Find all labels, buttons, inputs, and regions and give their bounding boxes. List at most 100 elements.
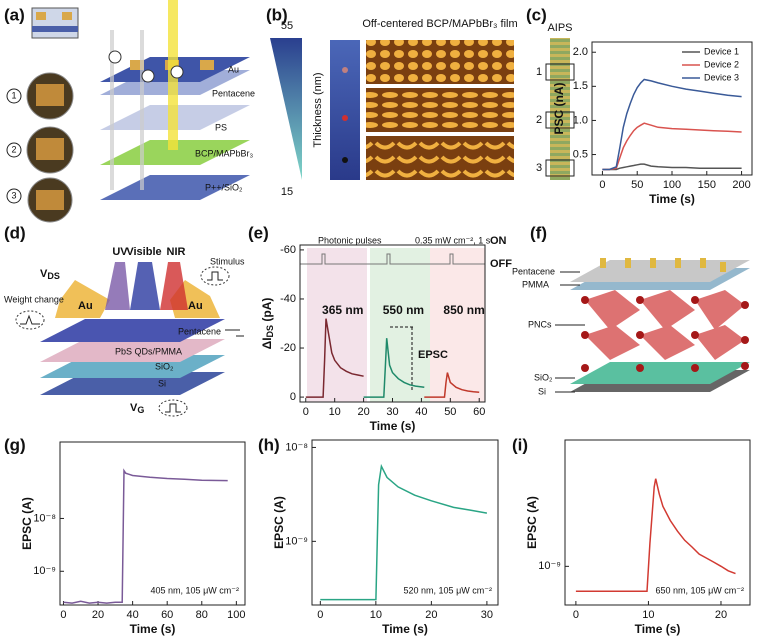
annotation: 405 nm, 105 μW cm⁻² [151,585,239,595]
strip-title: AIPS [547,22,572,34]
x-axis-label: Time (s) [649,192,695,206]
marker: 2 [11,144,16,154]
film-images-b [270,38,514,180]
x-tick-label: 100 [663,179,681,191]
annotation: ON [490,235,507,247]
plot-frame [59,441,246,606]
panel-label: (b) [266,5,288,24]
y-tick-label: 10⁻⁹ [33,565,56,577]
vg-sub: G [137,405,144,415]
x-tick-label: 0 [60,609,66,621]
data-line [424,372,480,398]
series-label: 850 nm [443,303,484,317]
y-tick-label: 10⁻⁹ [538,560,561,572]
legend-label: Device 1 [704,46,739,56]
annotation: Photonic pulses [318,235,382,245]
series-label: 550 nm [383,303,424,317]
vds-sub: DS [47,271,60,281]
panel-label: (e) [248,223,269,242]
layer-label: Au [228,64,239,74]
layer-label: Pentacene [512,266,555,276]
x-tick-label: 10 [329,406,341,418]
vg-main: V [130,402,138,414]
device-schematic-d [15,262,244,417]
annotation: 0.35 mW cm⁻², 1 s [415,235,491,245]
x-tick-label: 0 [599,179,605,191]
panel-label: (c) [526,5,547,24]
panel-label: (d) [4,223,26,242]
panel-title: Off-centered BCP/MAPbBr₃ film [362,18,517,30]
y-tick-label: 10⁻⁸ [285,441,308,453]
x-tick-label: 40 [126,609,138,621]
annotation: 650 nm, 105 μW cm⁻² [656,585,744,595]
x-tick-label: 50 [444,406,456,418]
x-tick-label: 0 [317,609,323,621]
x-tick-label: 20 [715,609,727,621]
stimulus-label: Stimulus [210,256,245,266]
legend-label: Device 3 [704,72,739,82]
layer-label: SiO₂ [534,372,553,382]
data-line [320,463,488,601]
light-label: Visible [126,246,161,258]
x-tick-label: 0 [303,406,309,418]
x-tick-label: 200 [732,179,750,191]
vds-label: VDS [40,268,60,281]
y-axis-label: ΔIDS (pA) [260,298,275,350]
y-tick-label: 0.5 [573,148,588,160]
x-tick-label: 80 [196,609,208,621]
y-axis-label: EPSC (A) [272,496,286,549]
marker: 2 [536,114,542,126]
x-axis-label: Time (s) [382,622,428,636]
device-schematic-f [555,258,750,393]
panel-label: (g) [4,435,26,454]
y-label-unit: (pA) [260,298,274,325]
x-tick-label: 20 [425,609,437,621]
layer-label: P++/SiO₂ [205,182,243,192]
layer-label: BCP/MAPbBr₃ [195,148,254,158]
y-tick-label: 2.0 [573,46,588,58]
x-tick-label: 50 [631,179,643,191]
aips-strip [545,38,575,180]
layer-label: Pentacene [178,326,221,336]
x-axis-label: Time (s) [130,622,176,636]
x-axis-label: Time (s) [370,419,416,433]
layer-label: Pentacene [212,88,255,98]
y-label-sub: DS [265,325,275,338]
x-tick-label: 20 [357,406,369,418]
annotation: OFF [490,258,512,270]
x-tick-label: 100 [227,609,245,621]
y-tick-label: -40 [280,293,296,305]
scale-label: Thickness (nm) [312,72,324,147]
data-line [602,78,742,171]
electrode-label: Au [188,300,203,312]
data-line [602,122,742,171]
y-tick-label: -60 [280,244,296,256]
vds-main: V [40,268,48,280]
light-label: NIR [167,246,186,258]
y-tick-label: -20 [280,342,296,354]
y-axis-label: PSC (nA) [552,83,566,135]
panel-label: (f) [530,223,547,242]
legend-label: Device 2 [704,59,739,69]
data-line [63,468,228,604]
vg-label: VG [130,402,144,415]
layer-label: PNCs [528,319,552,329]
series-label: 365 nm [322,303,363,317]
scale-max: 55 [281,20,293,32]
y-tick-label: 0 [290,391,296,403]
x-tick-label: 30 [481,609,493,621]
pulse-background [300,248,485,402]
layer-label: Si [538,386,546,396]
y-axis-label: EPSC (A) [525,496,539,549]
marker: 1 [11,90,16,100]
panel-label: (h) [258,435,280,454]
layer-label: PbS QDs/PMMA [115,346,182,356]
panel-label: (a) [4,5,25,24]
marker: 3 [11,190,16,200]
device-schematic-a [6,0,250,223]
data-line [363,338,425,398]
annotation: 520 nm, 105 μW cm⁻² [404,585,492,595]
scale-min: 15 [281,186,293,198]
